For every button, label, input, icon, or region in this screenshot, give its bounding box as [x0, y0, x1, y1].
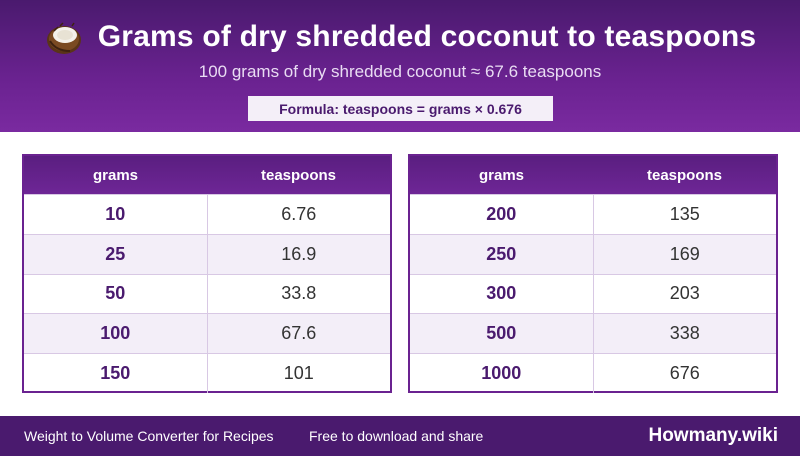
- header-banner: Grams of dry shredded coconut to teaspoo…: [0, 0, 800, 132]
- grams-cell: 250: [410, 234, 594, 274]
- footer-bar: Weight to Volume Converter for Recipes F…: [0, 416, 800, 456]
- table-row: 150 101: [24, 353, 390, 393]
- grams-cell: 25: [24, 234, 208, 274]
- table-row: 250 169: [410, 233, 776, 274]
- table-row: 100 67.6: [24, 313, 390, 354]
- grams-cell: 100: [24, 314, 208, 354]
- teaspoons-cell: 135: [669, 203, 700, 224]
- teaspoons-cell: 101: [283, 363, 314, 384]
- coconut-icon: [46, 22, 81, 54]
- teaspoons-cell: 33.8: [281, 283, 317, 304]
- grams-cell: 300: [410, 274, 594, 314]
- column-header-grams: grams: [478, 166, 525, 184]
- page-subtitle: 100 grams of dry shredded coconut ≈ 67.6…: [198, 62, 602, 81]
- table-row: 10 6.76: [24, 194, 390, 234]
- conversion-table-right: grams teaspoons 200 135 250 169 300 203 …: [408, 154, 778, 393]
- column-header-grams: grams: [92, 166, 139, 184]
- teaspoons-cell: 16.9: [281, 243, 317, 264]
- formula-box: Formula: teaspoons = grams × 0.676: [248, 96, 553, 121]
- table-row: 50 33.8: [24, 273, 390, 314]
- table-row: 300 203: [410, 273, 776, 314]
- teaspoons-cell: 203: [669, 283, 700, 304]
- table-row: 500 338: [410, 313, 776, 354]
- table-row: 25 16.9: [24, 233, 390, 274]
- footer-description: Weight to Volume Converter for Recipes: [24, 428, 274, 444]
- column-header-teaspoons: teaspoons: [260, 166, 336, 184]
- grams-cell: 1000: [410, 354, 594, 393]
- teaspoons-cell: 676: [669, 363, 700, 384]
- grams-cell: 50: [24, 274, 208, 314]
- table-row: 1000 676: [410, 353, 776, 393]
- table-header: grams teaspoons: [410, 156, 776, 194]
- teaspoons-cell: 169: [669, 243, 700, 264]
- table-header: grams teaspoons: [24, 156, 390, 194]
- conversion-table-left: grams teaspoons 10 6.76 25 16.9 50 33.8 …: [22, 154, 392, 393]
- grams-cell: 200: [410, 195, 594, 234]
- grams-cell: 10: [24, 195, 208, 234]
- title-row: Grams of dry shredded coconut to teaspoo…: [0, 16, 800, 58]
- grams-cell: 150: [24, 354, 208, 393]
- column-header-teaspoons: teaspoons: [646, 166, 722, 184]
- page-title: Grams of dry shredded coconut to teaspoo…: [97, 20, 757, 53]
- table-row: 200 135: [410, 194, 776, 234]
- teaspoons-cell: 6.76: [281, 203, 317, 224]
- footer-share-note: Free to download and share: [309, 428, 484, 444]
- teaspoons-cell: 67.6: [281, 323, 317, 344]
- brand-logo[interactable]: Howmany.wiki: [648, 425, 778, 446]
- teaspoons-cell: 338: [669, 323, 700, 344]
- grams-cell: 500: [410, 314, 594, 354]
